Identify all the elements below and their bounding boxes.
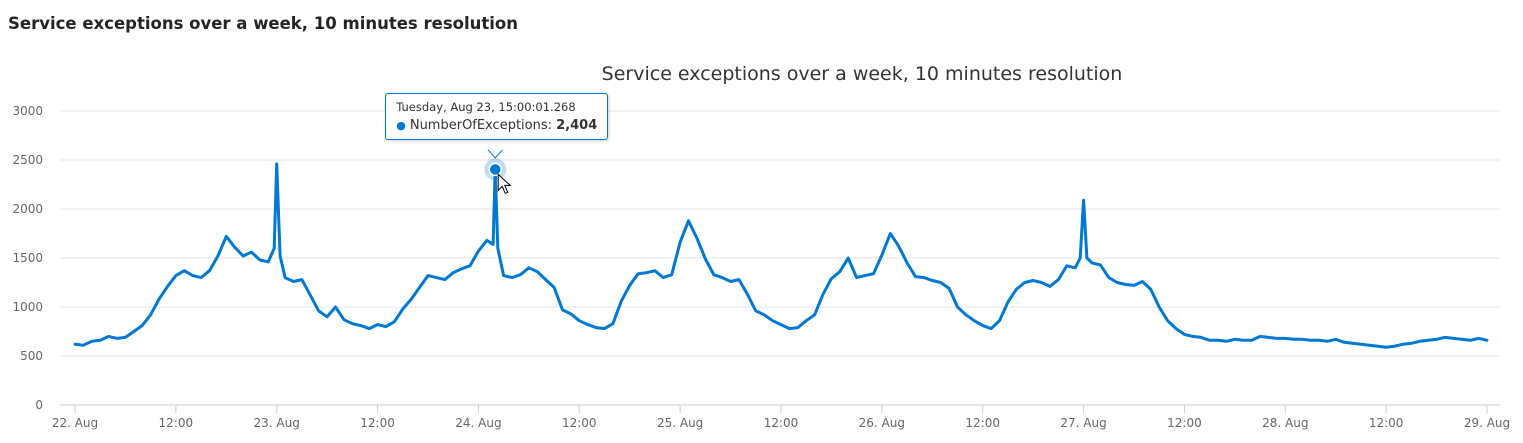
x-tick-label: 28. Aug	[1262, 416, 1308, 430]
x-tick-label: 25. Aug	[657, 416, 703, 430]
x-axis-ticks: 22. Aug 12:00 23. Aug 12:00 24. Aug 12:00 25. …	[52, 405, 1510, 430]
x-tick-label: 23. Aug	[254, 416, 300, 430]
hover-marker-layer	[484, 149, 512, 195]
y-tick-label: 1000	[12, 300, 43, 314]
x-tick-label: 27. Aug	[1060, 416, 1106, 430]
y-tick-label: 2000	[12, 202, 43, 216]
tooltip-series-dot-icon: ●	[396, 119, 406, 132]
tooltip-pointer	[487, 149, 503, 159]
x-tick-label: 12:00	[764, 416, 799, 430]
y-tick-label: 2500	[12, 153, 43, 167]
x-tick-label: 26. Aug	[859, 416, 905, 430]
x-tick-label: 12:00	[562, 416, 597, 430]
y-axis-ticks: 0 500 1000 1500 2000 2500 3000	[12, 104, 43, 412]
x-tick-label: 22. Aug	[52, 416, 98, 430]
x-tick-label: 29. Aug	[1464, 416, 1510, 430]
mouse-cursor-icon	[497, 173, 512, 195]
y-tick-label: 3000	[12, 104, 43, 118]
chart-tooltip: Tuesday, Aug 23, 15:00:01.268 ● NumberOfE…	[385, 93, 609, 140]
page-heading: Service exceptions over a week, 10 minut…	[8, 14, 519, 33]
series-line	[73, 162, 1489, 349]
y-tick-label: 1500	[12, 251, 43, 265]
x-tick-label: 12:00	[159, 416, 194, 430]
x-tick-label: 12:00	[1167, 416, 1202, 430]
chart-title: Service exceptions over a week, 10 minut…	[602, 63, 1123, 85]
tooltip-date: Tuesday, Aug 23, 15:00:01.268	[396, 100, 576, 114]
hover-point[interactable]	[488, 162, 502, 177]
tooltip-series-name: NumberOfExceptions	[409, 118, 548, 133]
y-tick-label: 0	[35, 398, 43, 412]
x-tick-label: 12:00	[1369, 416, 1404, 430]
series-layer	[73, 162, 1489, 349]
x-tick-label: 24. Aug	[455, 416, 501, 430]
x-tick-label: 12:00	[360, 416, 395, 430]
tooltip-value: 2,404	[556, 118, 598, 133]
y-tick-label: 500	[20, 349, 43, 363]
gridlines	[60, 110, 1500, 406]
x-tick-label: 12:00	[965, 416, 1000, 430]
tooltip-row: ● NumberOfExceptions: 2,404	[396, 118, 598, 133]
